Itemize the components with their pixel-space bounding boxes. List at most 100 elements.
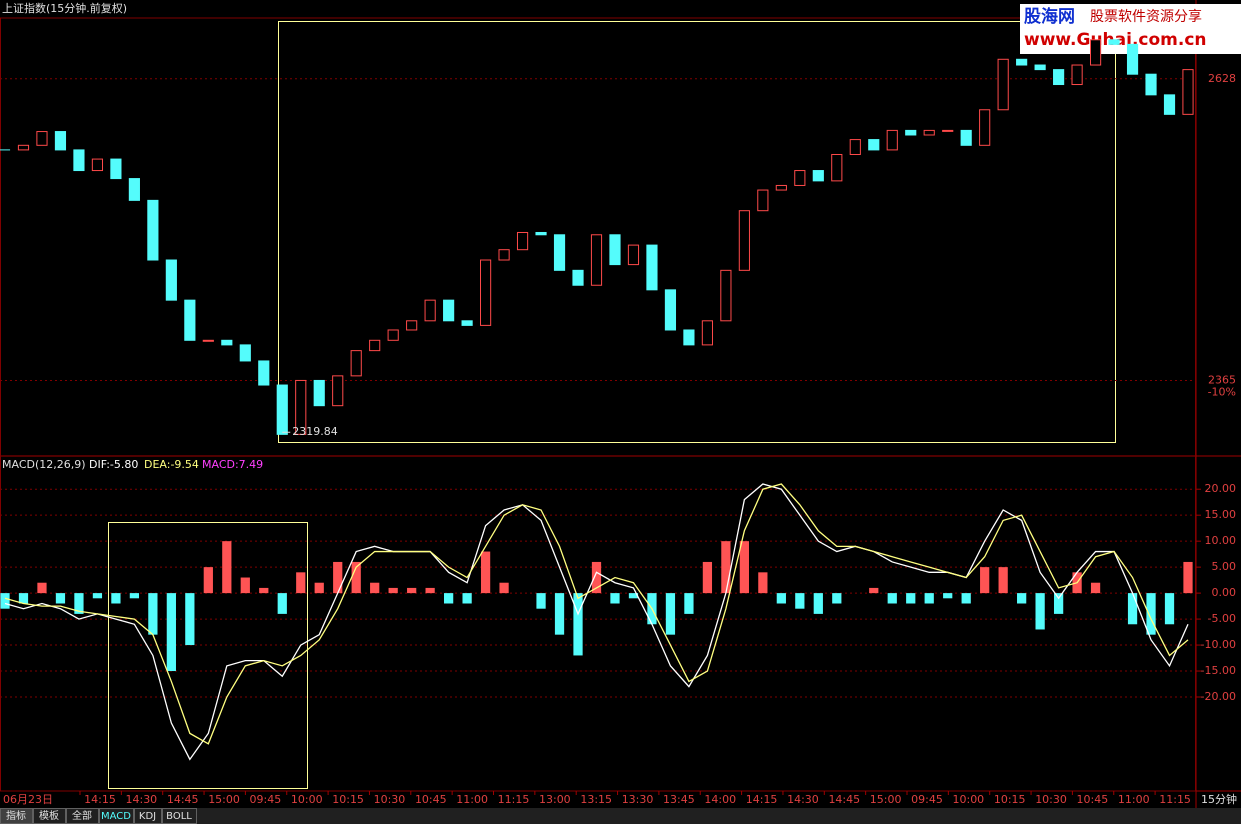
candle [1053, 69, 1065, 86]
macd-bar [1127, 593, 1138, 625]
candle [295, 379, 307, 435]
chart-frame [0, 17, 1196, 792]
macd-bar [0, 593, 10, 609]
macd-bar [610, 593, 620, 604]
macd-bar [591, 561, 602, 594]
candle [276, 384, 288, 435]
macd-bar [148, 593, 158, 635]
x-tick-label: 14:15 [84, 793, 116, 806]
x-tick-label: 10:00 [952, 793, 984, 806]
x-tick-label: 10:30 [374, 793, 406, 806]
x-tick-label: 14:30 [125, 793, 157, 806]
y-tick-label: 0.00 [1212, 586, 1237, 599]
macd-bar [129, 593, 140, 599]
candle [1089, 39, 1102, 66]
candle [258, 360, 270, 386]
candle [184, 299, 196, 341]
macd-bar [314, 582, 324, 594]
x-tick-label: 13:00 [539, 793, 571, 806]
tab-label[interactable]: 模板 [39, 809, 59, 822]
macd-legend: DIF:-5.80 [89, 458, 138, 471]
candle [923, 129, 935, 136]
macd-bar [776, 593, 786, 604]
candle [443, 299, 455, 322]
tab-label[interactable]: KDJ [139, 811, 156, 822]
date-label: 06月23日 [3, 793, 53, 806]
x-tick-label: 09:45 [911, 793, 943, 806]
highlight-box [278, 21, 1116, 443]
macd-bar [480, 551, 491, 594]
candle [350, 350, 362, 377]
macd-bar [795, 593, 805, 609]
macd-bar [1164, 593, 1175, 625]
macd-bar [55, 593, 66, 604]
macd-bar [259, 587, 269, 594]
candle [332, 375, 344, 407]
y-tick-label: 15.00 [1205, 508, 1237, 521]
watermark-brand: 股海网 [1024, 6, 1075, 27]
macd-bar [943, 593, 953, 599]
macd-bar [203, 567, 213, 594]
macd-bar [813, 593, 823, 614]
y-tick-label: 2628 [1208, 72, 1236, 85]
candle [387, 329, 399, 341]
macd-bar [462, 593, 472, 604]
macd-legend: DEA:-9.54 [144, 458, 199, 471]
tab-label[interactable]: MACD [101, 811, 131, 822]
candle [369, 339, 381, 352]
pct-label: -10% [1208, 385, 1236, 398]
candle [905, 129, 917, 136]
candle [535, 231, 547, 236]
tab-label[interactable]: BOLL [166, 811, 192, 822]
macd-bar [1183, 561, 1193, 594]
candle [794, 170, 806, 186]
macd-bar [684, 593, 694, 614]
macd-bar [388, 587, 398, 594]
macd-bar [74, 593, 84, 614]
candle [73, 149, 85, 172]
macd-bar [111, 593, 121, 604]
candle [128, 178, 140, 201]
y-tick-label: -5.00 [1208, 612, 1236, 625]
x-tick-label: 13:30 [622, 793, 654, 806]
tab-label[interactable]: 全部 [72, 809, 92, 822]
macd-bar [240, 577, 250, 594]
candle [36, 131, 48, 146]
candle [54, 131, 67, 151]
x-tick-label: 10:45 [415, 793, 447, 806]
x-tick-label: 10:15 [332, 793, 364, 806]
y-tick-label: -20.00 [1201, 690, 1236, 703]
macd-bar [906, 593, 916, 604]
macd-bar [924, 593, 934, 604]
x-tick-label: 10:30 [1035, 793, 1067, 806]
candle [590, 234, 603, 286]
macd-bar [444, 593, 454, 604]
candle [461, 320, 473, 326]
watermark-slogan: 股票软件资源分享 [1090, 8, 1202, 25]
candle [239, 344, 251, 362]
candle [664, 289, 677, 331]
candle [849, 139, 861, 155]
macd-bar [425, 587, 435, 594]
y-tick-label: 20.00 [1205, 482, 1237, 495]
x-tick-label: 15:00 [208, 793, 240, 806]
candle [646, 244, 658, 291]
macd-bar [499, 582, 509, 594]
candle [775, 184, 787, 191]
tab-label[interactable]: 指标 [6, 809, 26, 822]
y-tick-label: -15.00 [1201, 664, 1236, 677]
candle [1034, 64, 1046, 71]
macd-bar [758, 572, 768, 594]
candle [1016, 58, 1028, 66]
macd-bar [628, 593, 639, 599]
macd-bar [277, 593, 287, 614]
macd-bar [536, 593, 546, 609]
candle [516, 231, 529, 251]
macd-bar [702, 561, 713, 594]
candle [17, 144, 30, 151]
highlight-box [108, 522, 308, 789]
x-tick-label: 14:45 [828, 793, 860, 806]
x-tick-label: 14:45 [167, 793, 199, 806]
candle [91, 158, 104, 172]
